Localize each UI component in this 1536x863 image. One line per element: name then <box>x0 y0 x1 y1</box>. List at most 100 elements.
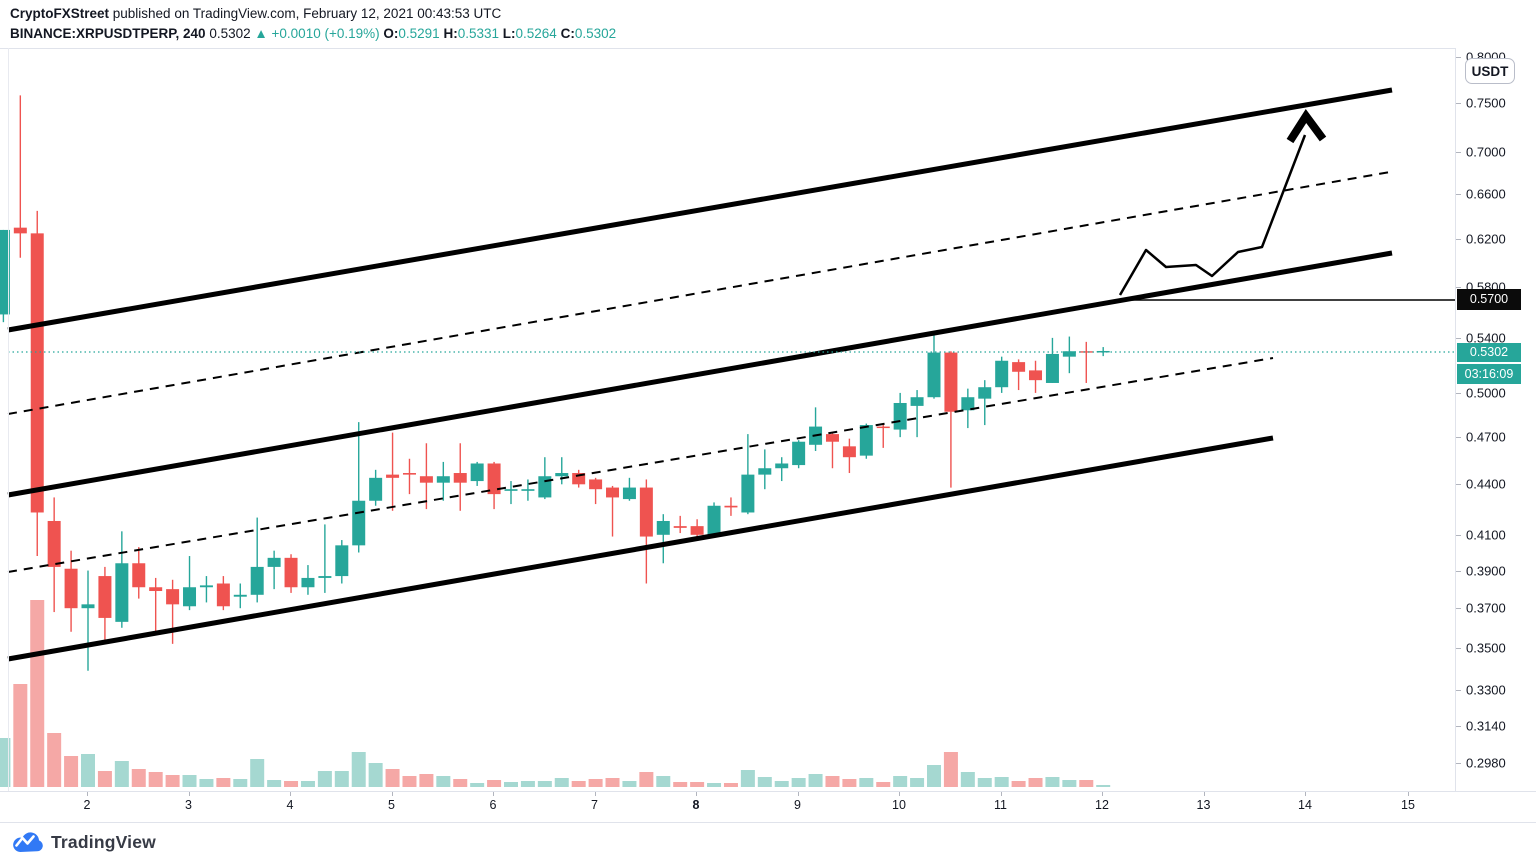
date-tick-mark <box>797 792 799 796</box>
date-tick-mark <box>1408 792 1409 796</box>
date-tick-mark <box>1102 792 1103 796</box>
volume-bar <box>571 781 586 787</box>
volume-bar <box>690 782 705 787</box>
date-tick-mark <box>188 792 190 796</box>
volume-bar <box>470 783 485 787</box>
publish-caption: CryptoFXStreet published on TradingView.… <box>10 6 501 21</box>
last-price: 0.5302 <box>209 26 251 41</box>
author-name: CryptoFXStreet <box>10 6 110 21</box>
price-axis[interactable]: USDT 0.5700 0.5302 03:16:09 0.8000 0.7500… <box>1455 48 1536 791</box>
date-label: 9 <box>794 798 801 812</box>
price-tick-label: 0.3500 <box>1466 640 1506 656</box>
price-tick-mark <box>1456 286 1461 288</box>
candle-body <box>233 594 247 597</box>
volume-bar <box>520 781 535 787</box>
candle-body <box>825 434 839 442</box>
candle-body <box>115 563 129 622</box>
price-change: +0.0010 (+0.19%) <box>271 26 380 41</box>
price-tick-label: 0.2980 <box>1466 755 1506 771</box>
volume-bar <box>504 782 518 787</box>
price-tick-mark <box>1456 762 1461 764</box>
volume-bar <box>859 778 874 787</box>
volume-bar <box>165 775 180 787</box>
candle-body <box>81 604 95 609</box>
candle-body <box>470 463 484 482</box>
candle-body <box>47 520 61 567</box>
volume-bar <box>876 782 891 787</box>
date-label: 11 <box>994 798 1007 812</box>
candle-body <box>961 397 975 411</box>
date-tick-mark <box>899 792 900 796</box>
candle-body <box>1079 351 1093 353</box>
candle-body <box>606 487 620 498</box>
level-price-label: 0.5700 <box>1457 289 1521 310</box>
volume-bar <box>402 776 417 787</box>
candle-body <box>944 352 958 412</box>
date-label: 5 <box>388 798 395 812</box>
price-projection-path <box>1118 134 1307 296</box>
candle-body <box>622 487 636 500</box>
price-tick-mark <box>1456 534 1461 536</box>
volume-bar <box>284 781 299 787</box>
volume-bar <box>385 769 400 787</box>
price-tick-label: 0.5400 <box>1466 330 1506 346</box>
volume-bar <box>943 752 958 787</box>
price-tick-mark <box>1456 608 1461 610</box>
volume-bar <box>300 781 315 787</box>
date-tick-mark <box>1203 792 1205 796</box>
date-tick-mark <box>1000 792 1002 796</box>
candle-body <box>842 446 856 458</box>
price-tick-mark <box>1456 647 1461 649</box>
candle-body <box>521 489 535 491</box>
high-value: 0.5331 <box>457 26 499 41</box>
candle-body <box>267 557 281 567</box>
candle-body <box>402 473 416 475</box>
candle-body <box>30 233 44 513</box>
candle-body <box>1012 362 1026 372</box>
volume-bar <box>148 772 163 787</box>
candle-body <box>589 479 603 490</box>
volume-bar <box>419 774 434 787</box>
chart-surface[interactable] <box>0 48 1456 791</box>
channel-solid-line <box>7 250 1393 498</box>
date-tick-mark <box>290 792 291 796</box>
candle-body <box>149 587 163 592</box>
candle-body <box>741 474 755 513</box>
volume-bar <box>554 778 569 787</box>
last-price-label: 0.5302 <box>1457 343 1521 362</box>
volume-bar <box>994 777 1009 787</box>
volume-bar <box>825 776 840 787</box>
volume-bar <box>537 781 552 787</box>
candle-body <box>792 441 806 466</box>
price-tick-label: 0.6600 <box>1466 186 1506 202</box>
volume-bar <box>893 776 908 787</box>
header-divider <box>0 48 1536 49</box>
volume-bar <box>114 761 129 787</box>
volume-bar <box>13 684 28 787</box>
candle-body <box>419 476 433 483</box>
volume-bar <box>588 779 603 787</box>
price-tick-mark <box>1456 437 1461 439</box>
candle-body <box>436 476 450 483</box>
date-label: 15 <box>1401 798 1415 812</box>
candle-body <box>656 520 670 535</box>
channel-dashed-line <box>7 357 1274 573</box>
low-value: 0.5264 <box>515 26 557 41</box>
volume-bar <box>182 775 197 787</box>
volume-bar <box>910 778 925 787</box>
bar-countdown-label: 03:16:09 <box>1457 364 1521 384</box>
price-tick-label: 0.4100 <box>1466 527 1506 543</box>
currency-toggle-button[interactable]: USDT <box>1465 58 1515 84</box>
candle-body <box>301 577 315 588</box>
candle-body <box>487 463 501 495</box>
price-tick-mark <box>1456 690 1461 691</box>
volume-bar <box>453 779 468 787</box>
volume-bar <box>707 783 722 787</box>
price-tick-mark <box>1456 484 1461 486</box>
candle-body <box>995 360 1009 388</box>
time-axis[interactable]: 2 3 4 5 6 7 8 9 10 11 12 13 14 15 <box>0 791 1536 823</box>
price-tick-label: 0.4700 <box>1466 429 1506 445</box>
candle-body <box>555 473 569 477</box>
candle-body <box>876 426 890 429</box>
date-label: 2 <box>83 798 91 812</box>
